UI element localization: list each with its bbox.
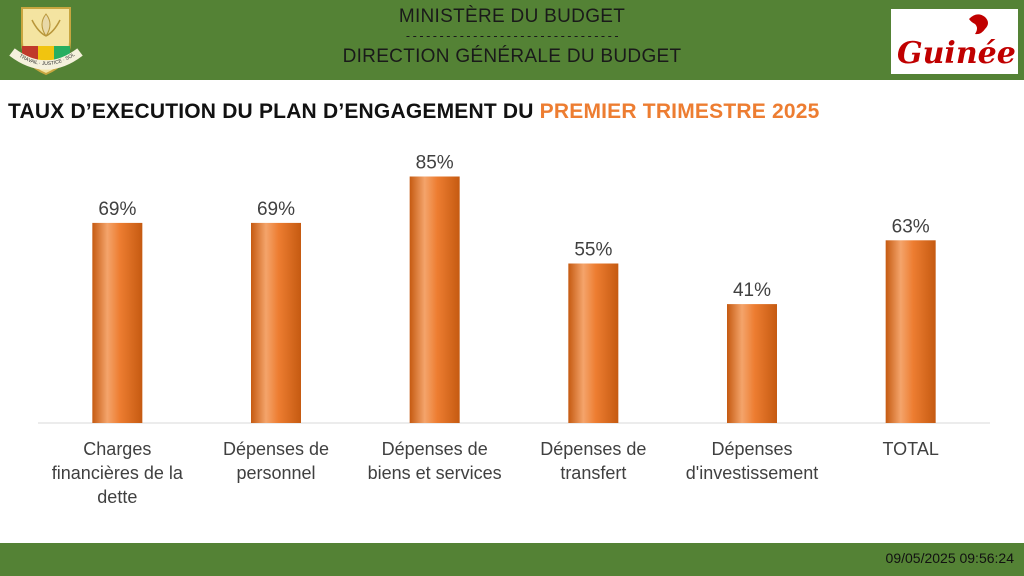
page-title: TAUX D’EXECUTION DU PLAN D’ENGAGEMENT DU… — [8, 100, 1018, 124]
bar-2 — [409, 176, 460, 423]
timestamp: 09/05/2025 09:56:24 — [885, 550, 1014, 566]
footer-bar: 09/05/2025 09:56:24 — [0, 543, 1024, 576]
direction-title: DIRECTION GÉNÉRALE DU BUDGET — [342, 46, 682, 67]
data-label-3: 55% — [574, 240, 612, 261]
ministry-title: MINISTÈRE DU BUDGET — [398, 6, 626, 27]
category-label-0: Charges financières de la dette — [52, 439, 184, 507]
title-prefix: TAUX D’EXECUTION DU PLAN D’ENGAGEMENT DU — [8, 100, 540, 123]
guinee-logo-text: Guinée — [897, 36, 1016, 71]
guinee-brand-logo: Guinée — [891, 9, 1018, 74]
bar-5 — [885, 240, 936, 423]
category-label-5: TOTAL — [882, 439, 938, 459]
data-label-4: 41% — [733, 280, 771, 301]
data-label-1: 69% — [257, 199, 295, 220]
bar-1 — [251, 222, 301, 423]
bar-0 — [92, 222, 143, 423]
title-highlight: PREMIER TRIMESTRE 2025 — [539, 100, 820, 123]
category-label-4: Dépenses d'investissement — [686, 439, 819, 483]
execution-rate-bar-chart: 69% Charges financières de la dette 69% Dépen… — [38, 153, 990, 507]
category-label-1: Dépenses de personnel — [223, 439, 329, 483]
header-titles: MINISTÈRE DU BUDGET --------------------… — [262, 4, 762, 70]
data-label-2: 85% — [416, 153, 454, 174]
guinee-logo-icon: Guinée — [897, 14, 1016, 71]
header-separator: -------------------------------- — [404, 29, 620, 43]
coat-of-arms-icon: TRAVAIL · JUSTICE · SOLIDARITÉ — [8, 2, 83, 76]
data-label-0: 69% — [98, 199, 136, 220]
category-label-3: Dépenses de transfert — [540, 439, 646, 483]
bar-3 — [568, 263, 619, 423]
data-label-5: 63% — [892, 216, 930, 237]
category-label-2: Dépenses de biens et services — [368, 439, 502, 483]
header-banner: TRAVAIL · JUSTICE · SOLIDARITÉ MINISTÈRE… — [0, 0, 1024, 80]
bar-4 — [727, 304, 777, 423]
